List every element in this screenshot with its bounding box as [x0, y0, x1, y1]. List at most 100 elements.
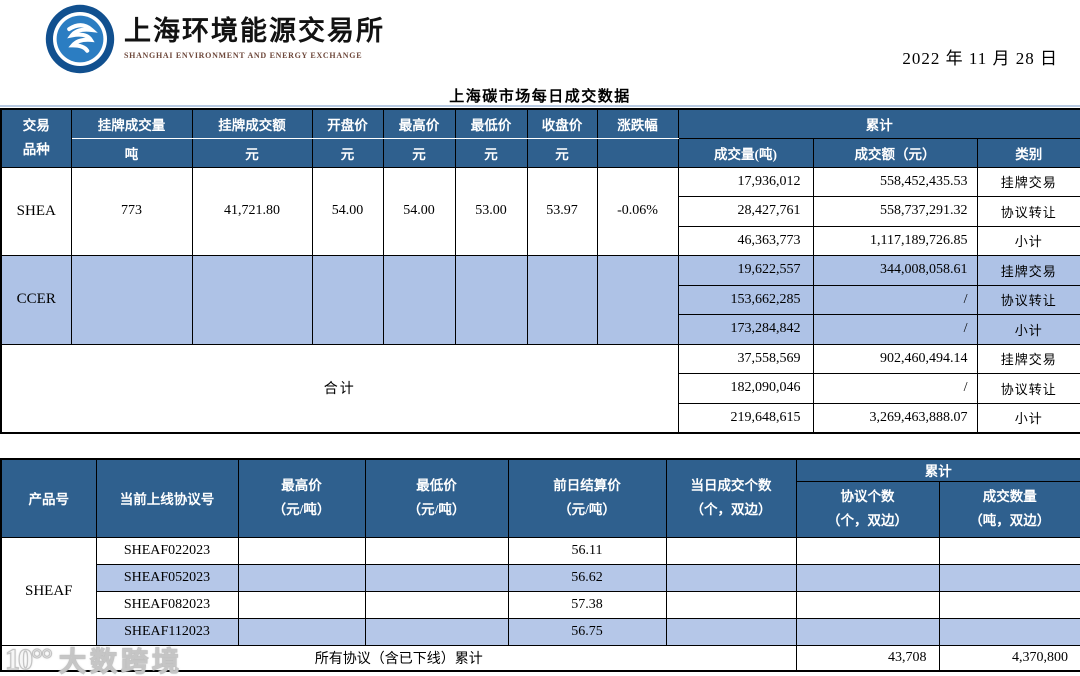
col-header-listed-volume: 挂牌成交量: [70, 108, 193, 139]
shea-close: 53.97: [526, 166, 598, 256]
col-header-protocol-id: 当前上线协议号: [95, 458, 239, 538]
unit-yuan: 元: [382, 137, 456, 168]
unit-yuan: 元: [191, 137, 313, 168]
empty-cell: [596, 255, 679, 345]
brand-block: 上海环境能源交易所 SHANGHAI ENVIRONMENT AND ENERG…: [124, 9, 385, 60]
empty-cell: [382, 255, 456, 345]
cum-volume-cell: 153,662,285: [677, 284, 814, 315]
top-rule: [0, 105, 1080, 107]
empty-cell: [795, 590, 940, 619]
col-header-change: 涨跌幅: [596, 108, 679, 139]
empty-cell: [938, 536, 1080, 565]
cum-amount-cell: 344,008,058.61: [812, 255, 978, 286]
empty-cell: [454, 255, 528, 345]
unit-yuan: 元: [526, 137, 598, 168]
brand-name-cn: 上海环境能源交易所: [124, 16, 385, 46]
all-protocols-label: 所有协议（含已下线）累计: [0, 644, 797, 672]
category-cell: 挂牌交易: [976, 255, 1080, 286]
variety-ccer: CCER: [0, 255, 72, 345]
brand-name-en: SHANGHAI ENVIRONMENT AND ENERGY EXCHANGE: [124, 51, 363, 60]
col-header-prev-settle: 前日结算价 （元/吨）: [507, 458, 667, 538]
product-group-sheaf: SHEAF: [0, 536, 97, 646]
col-header-cum-volume: 成交量(吨): [677, 137, 814, 168]
cum-amount-cell: 1,117,189,726.85: [812, 225, 978, 256]
prev-settle-cell: 56.62: [507, 563, 667, 592]
col-header-cumulative: 累计: [795, 458, 1080, 482]
col-header-product: 产品号: [0, 458, 97, 538]
col-header-daily-count: 当日成交个数 （个，双边）: [665, 458, 797, 538]
category-cell: 挂牌交易: [976, 343, 1080, 374]
variety-shea: SHEA: [0, 166, 72, 256]
report-date: 2022 年 11 月 28 日: [902, 49, 1058, 68]
empty-cell: [237, 590, 366, 619]
col-header-category: 类别: [976, 137, 1080, 168]
empty-cell: [665, 590, 797, 619]
unit-yuan: 元: [311, 137, 384, 168]
empty-cell: [665, 617, 797, 646]
col-header-listed-amount: 挂牌成交额: [191, 108, 313, 139]
empty-cell: [795, 536, 940, 565]
prev-settle-cell: 57.38: [507, 590, 667, 619]
shea-change: -0.06%: [596, 166, 679, 256]
shea-open: 54.00: [311, 166, 384, 256]
empty-cell: [237, 617, 366, 646]
empty-cell: [191, 255, 313, 345]
daily-trade-table: 交易 品种 挂牌成交量 挂牌成交额 开盘价 最高价 最低价 收盘价 涨跌幅 累计…: [0, 108, 1080, 434]
cum-protocol-count: 43,708: [795, 644, 940, 672]
col-header-open: 开盘价: [311, 108, 384, 139]
empty-cell: [70, 255, 193, 345]
shea-volume: 773: [70, 166, 193, 256]
empty-cell: [665, 536, 797, 565]
cum-amount-cell: /: [812, 373, 978, 404]
category-cell: 小计: [976, 314, 1080, 345]
cum-volume-cell: 17,936,012: [677, 166, 814, 197]
category-cell: 协议转让: [976, 373, 1080, 404]
col-header-trade-qty: 成交数量 （吨，双边）: [938, 480, 1080, 538]
col-header-cumulative: 累计: [677, 108, 1080, 139]
empty-cell: [237, 563, 366, 592]
unit-empty: [596, 137, 679, 168]
shea-amount: 41,721.80: [191, 166, 313, 256]
empty-cell: [364, 563, 509, 592]
prev-settle-cell: 56.11: [507, 536, 667, 565]
empty-cell: [364, 617, 509, 646]
col-header-protocol-count: 协议个数 （个，双边）: [795, 480, 940, 538]
cum-volume-cell: 37,558,569: [677, 343, 814, 374]
shea-high: 54.00: [382, 166, 456, 256]
cum-volume-cell: 28,427,761: [677, 196, 814, 227]
empty-cell: [237, 536, 366, 565]
empty-cell: [526, 255, 598, 345]
category-cell: 小计: [976, 402, 1080, 433]
col-header-high: 最高价: [382, 108, 456, 139]
category-cell: 小计: [976, 225, 1080, 256]
exchange-logo-icon: [45, 4, 115, 74]
cum-trade-qty: 4,370,800: [938, 644, 1080, 672]
shea-low: 53.00: [454, 166, 528, 256]
cum-volume-cell: 19,622,557: [677, 255, 814, 286]
protocol-id-cell: SHEAF082023: [95, 590, 239, 619]
cum-volume-cell: 46,363,773: [677, 225, 814, 256]
col-header-close: 收盘价: [526, 108, 598, 139]
category-cell: 挂牌交易: [976, 166, 1080, 197]
cum-amount-cell: /: [812, 284, 978, 315]
empty-cell: [665, 563, 797, 592]
empty-cell: [311, 255, 384, 345]
cum-amount-cell: 558,737,291.32: [812, 196, 978, 227]
empty-cell: [795, 563, 940, 592]
cum-amount-cell: 558,452,435.53: [812, 166, 978, 197]
forward-product-table: 产品号 当前上线协议号 最高价 （元/吨） 最低价 （元/吨） 前日结算价 （元…: [0, 458, 1080, 672]
cum-volume-cell: 173,284,842: [677, 314, 814, 345]
cum-amount-cell: /: [812, 314, 978, 345]
prev-settle-cell: 56.75: [507, 617, 667, 646]
protocol-id-cell: SHEAF112023: [95, 617, 239, 646]
empty-cell: [938, 617, 1080, 646]
col-header-low: 最低价 （元/吨）: [364, 458, 509, 538]
unit-ton: 吨: [70, 137, 193, 168]
protocol-id-cell: SHEAF052023: [95, 563, 239, 592]
empty-cell: [938, 563, 1080, 592]
cum-volume-cell: 182,090,046: [677, 373, 814, 404]
protocol-id-cell: SHEAF022023: [95, 536, 239, 565]
col-header-variety: 交易 品种: [0, 108, 72, 168]
total-label: 合计: [0, 343, 679, 433]
